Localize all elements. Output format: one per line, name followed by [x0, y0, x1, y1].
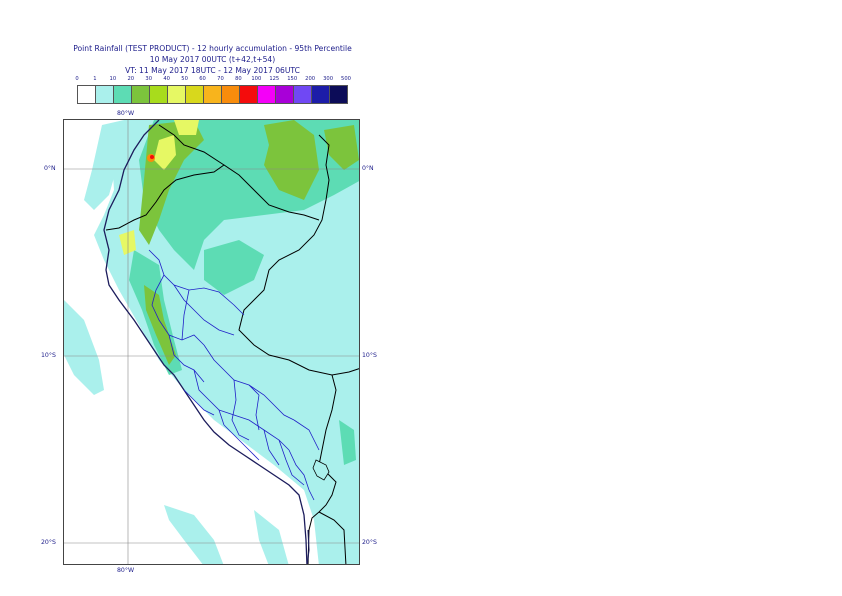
- legend-swatch: [258, 86, 276, 103]
- lat-label-10s-left: 10°S: [41, 352, 56, 359]
- legend-swatch: [330, 86, 347, 103]
- legend-threshold-label: 500: [341, 76, 351, 82]
- legend-swatch: [168, 86, 186, 103]
- legend-swatch: [276, 86, 294, 103]
- legend-threshold-label: 60: [199, 76, 206, 82]
- rainfall-map: [63, 119, 360, 565]
- color-legend: 0 1 10 20 30 40 50 60 70 80 100 125 150 200 300 500: [75, 76, 351, 104]
- title-line-1: Point Rainfall (TEST PRODUCT) - 12 hourl…: [73, 44, 352, 53]
- legend-threshold-label: 10: [109, 76, 117, 82]
- legend-threshold-label: 200: [305, 76, 316, 82]
- rainfall-teal-central: [204, 240, 264, 295]
- rainfall-field-ocean-3: [164, 505, 224, 564]
- map-title: Point Rainfall (TEST PRODUCT) - 12 hourl…: [60, 43, 365, 76]
- coast-chile: [306, 529, 310, 564]
- legend-threshold-label: 30: [145, 76, 153, 82]
- legend-threshold-label: 1: [93, 76, 97, 82]
- lat-label-10s-right: 10°S: [362, 352, 377, 359]
- legend-threshold-label: 0: [75, 76, 79, 82]
- lat-label-20s-left: 20°S: [41, 539, 56, 546]
- map-canvas: [64, 120, 359, 564]
- legend-threshold-label: 70: [217, 76, 224, 82]
- rainfall-green-cordillera: [139, 120, 204, 245]
- legend-swatch: [240, 86, 258, 103]
- rainfall-red-spot: [150, 155, 154, 159]
- legend-swatch: [312, 86, 330, 103]
- legend-swatch: [96, 86, 114, 103]
- legend-threshold-label: 40: [163, 76, 170, 82]
- legend-swatch: [114, 86, 132, 103]
- legend-threshold-label: 100: [251, 76, 262, 82]
- lat-label-0-left: 0°N: [44, 165, 56, 172]
- lake-titicaca: [312, 459, 330, 481]
- lat-label-0-right: 0°N: [362, 165, 374, 172]
- lon-label-top: 80°W: [117, 110, 135, 117]
- rainfall-green-ne: [324, 125, 359, 170]
- coastline: [103, 120, 308, 564]
- map-frame: [63, 119, 360, 565]
- rainfall-field-ocean-4: [254, 510, 289, 564]
- rainfall-teal-south: [339, 420, 356, 465]
- legend-threshold-label: 150: [287, 76, 298, 82]
- rainfall-yellow-peak-2: [174, 120, 199, 135]
- legend-threshold-label: 80: [235, 76, 242, 82]
- country-border-chile-bolivia: [318, 511, 347, 564]
- legend-threshold-label: 20: [127, 76, 135, 82]
- rainfall-field-ocean-2: [64, 300, 104, 395]
- legend-threshold-labels: 0 1 10 20 30 40 50 60 70 80 100 125 150 200 300 500: [75, 76, 351, 85]
- legend-threshold-label: 50: [181, 76, 188, 82]
- legend-swatch: [204, 86, 222, 103]
- title-line-2: 10 May 2017 00UTC (t+42,t+54): [149, 55, 276, 64]
- lon-label-bottom: 80°W: [117, 567, 135, 574]
- country-border-colombia: [158, 124, 225, 166]
- rainfall-green-north: [264, 120, 319, 200]
- legend-swatch: [78, 86, 96, 103]
- legend-swatch: [186, 86, 204, 103]
- legend-threshold-label: 125: [269, 76, 280, 82]
- legend-swatch: [222, 86, 240, 103]
- legend-swatch: [132, 86, 150, 103]
- legend-color-bar: [77, 85, 348, 104]
- lat-label-20s-right: 20°S: [362, 539, 377, 546]
- country-border-bolivia: [307, 374, 337, 564]
- legend-threshold-label: 300: [323, 76, 334, 82]
- admin-borders: [148, 249, 320, 501]
- legend-swatch: [294, 86, 312, 103]
- country-border-ecuador-peru: [105, 164, 320, 231]
- rainfall-yellow-peak-3: [119, 230, 136, 255]
- legend-swatch: [150, 86, 168, 103]
- title-line-3: VT: 11 May 2017 18UTC - 12 May 2017 06UT…: [125, 66, 300, 75]
- country-border-brazil: [238, 134, 359, 376]
- rainfall-yellow-peak-1: [154, 135, 176, 170]
- rainfall-field-ocean-1: [84, 120, 124, 210]
